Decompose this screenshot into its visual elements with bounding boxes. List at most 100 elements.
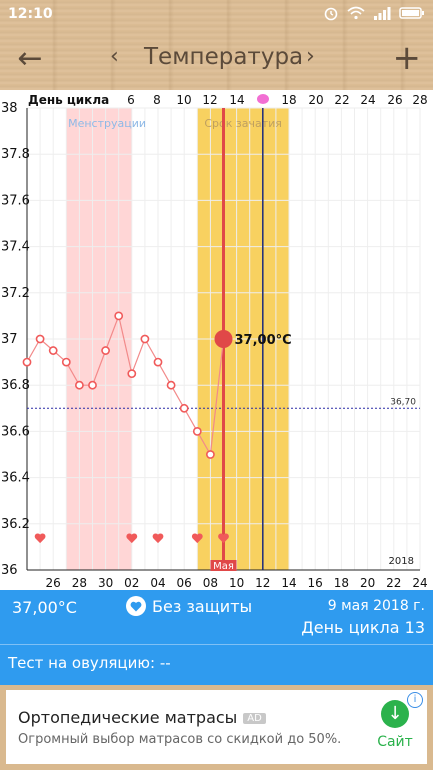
ovulation-test-label: Тест на овуляцию: --: [8, 654, 171, 672]
date-tick: 14: [281, 576, 296, 590]
temperature-point[interactable]: [88, 380, 97, 390]
heart-shape: [218, 533, 229, 544]
date-tick: 26: [46, 576, 61, 590]
date-tick: 02: [124, 576, 139, 590]
year-label: 2018: [389, 556, 414, 567]
heart-icon: [126, 533, 138, 544]
menstruation-label: Менструации: [68, 117, 146, 130]
add-button[interactable]: +: [392, 38, 422, 78]
temperature-point[interactable]: [127, 369, 137, 379]
temperature-line: [26, 313, 225, 457]
date-tick: 30: [98, 576, 113, 590]
protection-status[interactable]: Без защиты: [126, 596, 252, 616]
back-button[interactable]: ←: [17, 41, 43, 76]
temperature-point[interactable]: [153, 357, 163, 367]
month-label: Мая: [213, 561, 234, 572]
temperature-point[interactable]: [61, 357, 71, 367]
y-tick-label: 36: [1, 563, 18, 578]
battery-icon: [399, 7, 424, 19]
date-tick: 22: [386, 576, 401, 590]
date-tick: 16: [308, 576, 323, 590]
cycle-day-tick: 10: [176, 93, 191, 107]
ad-info-icon[interactable]: i: [407, 692, 423, 708]
wifi-icon: [347, 6, 365, 20]
temperature-value: 37,00°C: [12, 598, 77, 617]
ad-cta-label: Сайт: [377, 734, 413, 750]
temperature-point[interactable]: [179, 403, 189, 413]
cycle-day-tick: 18: [281, 93, 296, 107]
y-tick-label: 37.8: [1, 147, 30, 162]
status-bar: 12:10: [0, 0, 433, 30]
next-chart-button[interactable]: ›: [306, 44, 315, 69]
day-info-bar[interactable]: 37,00°C Без защиты 9 мая 2018 г. День ци…: [0, 590, 433, 644]
status-time: 12:10: [8, 6, 53, 22]
ad-title-text: Ортопедические матрасы: [18, 708, 238, 727]
date-tick: 10: [229, 576, 244, 590]
date-tick: 06: [177, 576, 192, 590]
heart-shape: [126, 533, 138, 544]
heart-icon: [218, 533, 229, 544]
selected-date: 9 мая 2018 г.: [327, 598, 425, 614]
ad-banner[interactable]: i Ортопедические матрасы AD Огромный выбо…: [6, 690, 427, 764]
temperature-point[interactable]: [101, 346, 110, 355]
heart-shape: [34, 533, 46, 544]
y-tick-label: 36.2: [1, 517, 30, 532]
cycle-day-tick: 20: [308, 93, 323, 107]
temperature-point[interactable]: [192, 426, 202, 436]
cycle-day-tick: 26: [387, 93, 402, 107]
prev-chart-button[interactable]: ‹: [110, 44, 119, 69]
date-tick: 12: [255, 576, 270, 590]
temperature-point[interactable]: [48, 346, 58, 355]
selected-point[interactable]: 37,00°C: [214, 330, 292, 348]
cycle-day-axis-label: День цикла: [28, 93, 109, 107]
conception-window-label: Срок зачатия: [204, 117, 282, 130]
date-tick: 18: [334, 576, 349, 590]
chart-svg[interactable]: 38 37.8 37.6 37.4 37.2 37 36.8 36.6 36.4 36.2 36 6…: [0, 90, 433, 590]
ovulation-test-bar[interactable]: Тест на овуляцию: --: [0, 644, 433, 685]
y-tick-label: 36.8: [1, 378, 30, 393]
heart-icon: [191, 533, 203, 544]
temperature-point[interactable]: [35, 334, 45, 344]
heart-icon: [34, 533, 46, 544]
cycle-day: День цикла 13: [301, 618, 425, 637]
cycle-day-tick: 22: [334, 93, 349, 107]
status-icons: [323, 5, 425, 21]
date-tick: 24: [412, 576, 427, 590]
date-tick: 04: [150, 576, 165, 590]
ovulation-egg-icon: [257, 94, 269, 104]
month-marker: Мая: [210, 560, 237, 572]
ad-description: Огромный выбор матрасов со скидкой до 50…: [18, 732, 342, 747]
heart-shape: [152, 533, 164, 544]
y-tick-label: 36.4: [1, 471, 30, 486]
cycle-day-tick: 8: [153, 93, 161, 107]
cycle-day-tick: 14: [229, 93, 244, 107]
download-arrow-icon: ↓: [381, 700, 409, 728]
toolbar: ← ‹ Температура › +: [0, 30, 433, 90]
temperature-point[interactable]: [114, 311, 124, 321]
cycle-day-tick: 6: [127, 93, 135, 107]
cycle-day-tick: 28: [412, 93, 427, 107]
y-tick-label: 38: [1, 101, 18, 116]
ad-badge: AD: [243, 713, 266, 724]
y-tick-label: 37.2: [1, 286, 30, 301]
ad-title: Ортопедические матрасы AD: [18, 708, 266, 727]
temperature-point[interactable]: [75, 380, 84, 390]
heart-icon: [126, 596, 146, 616]
y-tick-label: 37: [1, 332, 18, 347]
date-tick: 20: [360, 576, 375, 590]
temperature-point[interactable]: [166, 380, 176, 390]
date-tick: 08: [203, 576, 218, 590]
ad-cta-button[interactable]: ↓ Сайт: [375, 700, 415, 750]
temperature-chart[interactable]: 38 37.8 37.6 37.4 37.2 37 36.8 36.6 36.4 36.2 36 6…: [0, 90, 433, 590]
cycle-day-tick: 12: [202, 93, 217, 107]
selected-point-label: 37,00°C: [235, 333, 292, 348]
temperature-point[interactable]: [205, 450, 215, 459]
heart-icon: [152, 533, 164, 544]
temperature-point[interactable]: [22, 357, 32, 367]
cycle-day-tick: 24: [360, 93, 375, 107]
y-tick-label: 37.4: [1, 240, 30, 255]
signal-icon: [374, 7, 391, 20]
temperature-point[interactable]: [140, 334, 150, 344]
page-title: Температура: [144, 44, 304, 70]
y-tick-label: 36.6: [1, 424, 30, 439]
